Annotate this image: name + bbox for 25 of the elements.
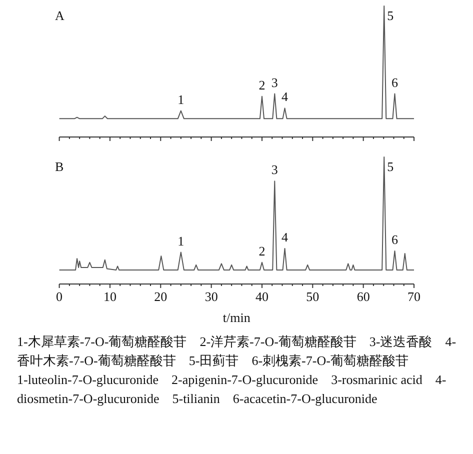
chart-title: B [55,159,64,174]
annotation: 5 [387,8,394,23]
annotation: 2 [258,77,266,92]
annotation: 3 [271,74,278,90]
annotation: 1 [178,92,184,107]
annotation: 6 [391,232,398,247]
chart-title: A [55,8,65,23]
x-tick-label: 20 [154,289,168,304]
annotation: 3 [271,162,278,178]
annotation: 5 [387,159,394,174]
text: 1-木犀草素-7-O-葡萄糖醛酸苷 2-洋芹素-7-O-葡萄糖醛酸苷 3-迷迭香酸 4-香叶木素-7-O-葡萄糖醛酸苷 5-田蓟苷 6-刺槐素-7-O-葡萄糖醛酸苷 [17,333,458,370]
annotation: 2 [258,243,266,258]
annotation: 6 [391,74,398,90]
x-tick-label: 30 [204,289,218,304]
x-tick-label: 50 [306,289,320,304]
x-tick-label: 40 [255,289,268,304]
annotation: 4 [282,89,289,104]
text: 1-luteolin-7-O-glucuronide 2-apigenin-7-O-glucuronide 3-rosmarinic acid 4-diosmetin-7-O-glucuronide 5-tilianin 6-acacetin-7-O-glucuronide [17,371,448,408]
x-tick-label: 10 [103,289,116,304]
x-tick-label: 70 [408,289,420,304]
annotation: 4 [282,229,289,244]
x-tick-label: 0 [56,289,63,304]
x-axis-title: t/min [222,310,251,325]
x-tick-label: 60 [356,289,370,304]
annotation: 1 [178,233,184,248]
